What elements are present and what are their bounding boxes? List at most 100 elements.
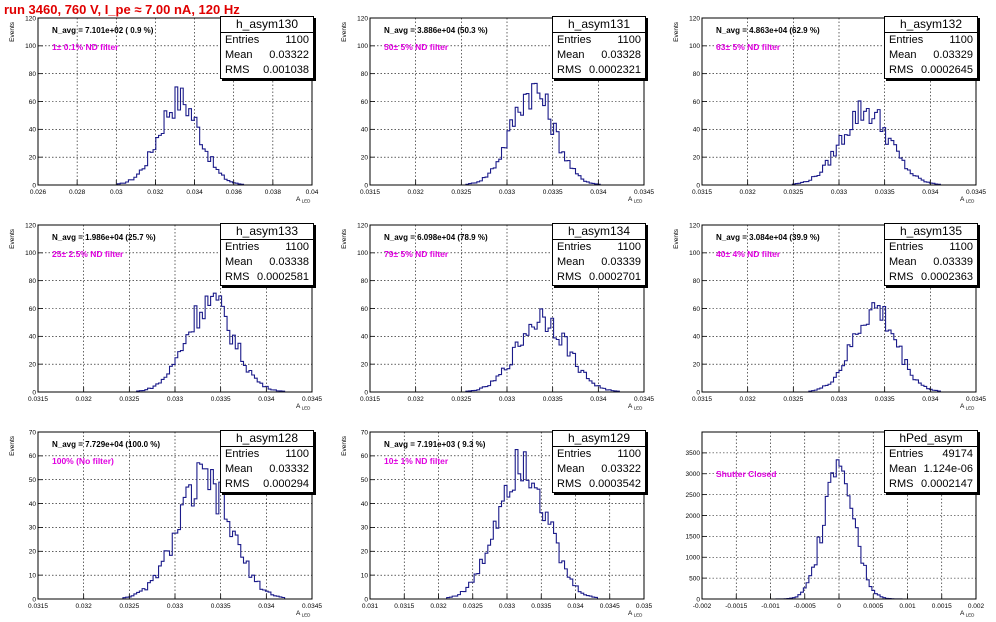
stat-key: Entries bbox=[557, 241, 592, 253]
navg-annotation: N_avg = 7.101e+02 ( 0.9 %) bbox=[52, 26, 154, 35]
y-tick-label: 40 bbox=[361, 334, 369, 341]
run-title: run 3460, 760 V, I_pe ≈ 7.00 nA, 120 Hz bbox=[4, 2, 240, 17]
x-tick-label: 0.0335 bbox=[543, 189, 563, 196]
stat-row-rms: RMS 0.0002581 bbox=[221, 270, 313, 285]
y-tick-label: 10 bbox=[361, 572, 369, 579]
navg-annotation: N_avg = 4.863e+04 (62.9 %) bbox=[716, 26, 820, 35]
stat-key: RMS bbox=[557, 478, 582, 490]
histogram-pad-h_asym133: 0.0315 0.032 0.0325 0.033 0.0335 0.034 0.0345 0… bbox=[0, 207, 332, 414]
y-tick-label: 100 bbox=[357, 43, 368, 50]
stat-row-mean: Mean 0.03332 bbox=[221, 462, 313, 477]
y-tick-label: 40 bbox=[693, 127, 701, 134]
x-tick-label: 0.0335 bbox=[875, 189, 895, 196]
y-tick-label: 0 bbox=[364, 389, 368, 396]
x-tick-label: 0.0315 bbox=[28, 396, 48, 403]
x-tick-label: 0.033 bbox=[831, 189, 848, 196]
y-tick-label: 120 bbox=[689, 15, 700, 22]
stat-row-entries: Entries 1100 bbox=[553, 33, 645, 48]
x-tick-label: 0.0325 bbox=[783, 396, 803, 403]
stat-box: h_asym129 Entries 1100 Mean 0.03322 RMS 0.0003… bbox=[552, 430, 646, 493]
stat-value: 1100 bbox=[949, 34, 973, 46]
x-tick-label: 0.0315 bbox=[360, 189, 380, 196]
filter-label: 40± 4% ND filter bbox=[716, 249, 781, 259]
stat-key: Mean bbox=[889, 463, 917, 475]
x-tick-label: 0.0005 bbox=[863, 603, 883, 610]
stat-row-entries: Entries 1100 bbox=[221, 447, 313, 462]
y-tick-label: 0 bbox=[696, 182, 700, 189]
y-tick-label: 40 bbox=[693, 334, 701, 341]
stat-value: 0.000294 bbox=[263, 478, 309, 490]
y-tick-label: 100 bbox=[689, 43, 700, 50]
x-tick-label: 0.0335 bbox=[211, 396, 231, 403]
histogram-pad-h_asym130: 0.026 0.028 0.03 0.032 0.034 0.036 0.038 0.04 0 2… bbox=[0, 0, 332, 207]
y-axis-label: Events bbox=[9, 21, 16, 42]
y-tick-label: 50 bbox=[29, 477, 37, 484]
x-axis-label: A LED bbox=[628, 196, 643, 204]
x-tick-label: 0.038 bbox=[265, 189, 282, 196]
stat-value: 0.0002147 bbox=[921, 478, 973, 490]
y-tick-label: 120 bbox=[25, 15, 36, 22]
x-tick-label: 0.0345 bbox=[966, 189, 986, 196]
stat-box-title: h_asym130 bbox=[221, 17, 313, 33]
stat-row-rms: RMS 0.0003542 bbox=[553, 477, 645, 492]
stat-value: 0.03339 bbox=[601, 256, 641, 268]
histogram-svg: -0.002 -0.0015 -0.001 -0.0005 0 0.0005 0.001 0.… bbox=[686, 431, 985, 618]
y-tick-label: 40 bbox=[29, 501, 37, 508]
x-tick-label: 0.0325 bbox=[463, 603, 483, 610]
navg-annotation: N_avg = 6.098e+04 (78.9 %) bbox=[384, 233, 488, 242]
y-tick-label: 100 bbox=[357, 250, 368, 257]
navg-annotation: N_avg = 7.191e+03 ( 9.3 %) bbox=[384, 440, 486, 449]
y-tick-label: 3000 bbox=[686, 471, 701, 478]
y-tick-label: 20 bbox=[693, 154, 701, 161]
stat-value: 1100 bbox=[285, 241, 309, 253]
x-tick-label: 0.0335 bbox=[531, 603, 551, 610]
stat-value: 0.03322 bbox=[601, 463, 641, 475]
y-tick-label: 0 bbox=[32, 182, 36, 189]
stat-box-title: h_asym131 bbox=[553, 17, 645, 33]
y-tick-label: 20 bbox=[29, 361, 37, 368]
stat-key: Entries bbox=[225, 34, 260, 46]
histogram-pad-hPed_asym: -0.002 -0.0015 -0.001 -0.0005 0 0.0005 0.001 0.… bbox=[664, 414, 996, 621]
histogram-svg: 0.026 0.028 0.03 0.032 0.034 0.036 0.038 0.04 0 2… bbox=[9, 15, 319, 203]
stat-box-title: h_asym133 bbox=[221, 224, 313, 240]
y-tick-label: 40 bbox=[361, 127, 369, 134]
histogram-pad-h_asym129: 0.031 0.0315 0.032 0.0325 0.033 0.0335 0.034 0.… bbox=[332, 414, 664, 621]
x-tick-label: 0.001 bbox=[899, 603, 916, 610]
stat-box: h_asym130 Entries 1100 Mean 0.03322 RMS 0.0010… bbox=[220, 16, 314, 79]
stat-key: RMS bbox=[557, 271, 582, 283]
histogram-pad-h_asym135: 0.0315 0.032 0.0325 0.033 0.0335 0.034 0.0345 0… bbox=[664, 207, 996, 414]
y-tick-label: 20 bbox=[361, 549, 369, 556]
stat-row-mean: Mean 0.03339 bbox=[885, 255, 977, 270]
x-tick-label: 0.033 bbox=[167, 603, 184, 610]
y-axis-label: Events bbox=[341, 228, 348, 249]
stat-value: 0.03329 bbox=[933, 49, 973, 61]
x-tick-label: 0.034 bbox=[590, 396, 607, 403]
x-tick-label: -0.002 bbox=[693, 603, 712, 610]
stat-row-mean: Mean 0.03338 bbox=[221, 255, 313, 270]
histogram-svg: 0.0315 0.032 0.0325 0.033 0.0335 0.034 0.0345 0… bbox=[341, 222, 654, 410]
x-axis-label: A LED bbox=[628, 610, 643, 618]
x-tick-label: 0.0335 bbox=[211, 603, 231, 610]
x-tick-label: 0.033 bbox=[499, 396, 516, 403]
stat-row-mean: Mean 0.03329 bbox=[885, 48, 977, 63]
stat-value: 0.0002701 bbox=[589, 271, 641, 283]
stat-key: Entries bbox=[557, 34, 592, 46]
stat-box: h_asym134 Entries 1100 Mean 0.03339 RMS 0.0002… bbox=[552, 223, 646, 286]
histogram-svg: 0.0315 0.032 0.0325 0.033 0.0335 0.034 0.0345 0… bbox=[341, 15, 654, 204]
x-tick-label: 0.034 bbox=[922, 396, 939, 403]
stat-value: 1.124e-06 bbox=[923, 463, 973, 475]
stat-row-rms: RMS 0.0002147 bbox=[885, 477, 977, 492]
stat-row-rms: RMS 0.001038 bbox=[221, 63, 313, 78]
y-tick-label: 40 bbox=[361, 501, 369, 508]
x-tick-label: 0.0315 bbox=[394, 603, 414, 610]
y-tick-label: 20 bbox=[29, 549, 37, 556]
y-tick-label: 40 bbox=[29, 127, 37, 134]
x-tick-label: 0.033 bbox=[831, 396, 848, 403]
y-tick-label: 80 bbox=[29, 278, 37, 285]
y-tick-label: 60 bbox=[361, 306, 369, 313]
stat-key: RMS bbox=[557, 64, 582, 76]
y-tick-label: 60 bbox=[29, 453, 37, 460]
navg-annotation: N_avg = 7.729e+04 (100.0 %) bbox=[52, 440, 161, 449]
x-tick-label: 0.0345 bbox=[302, 603, 322, 610]
y-tick-label: 80 bbox=[361, 71, 369, 78]
